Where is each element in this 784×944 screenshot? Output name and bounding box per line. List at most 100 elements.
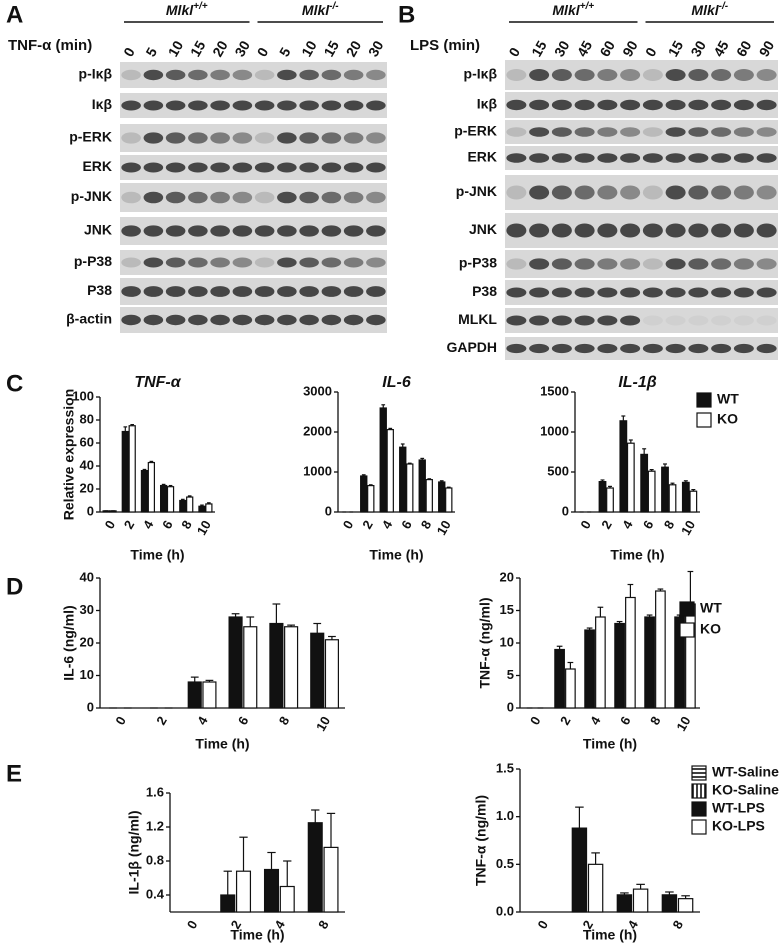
blot-band: [551, 315, 572, 326]
bar: [307, 822, 323, 913]
blot-band: [756, 223, 777, 238]
blot-band: [756, 315, 777, 326]
y-tick-label: 40: [80, 569, 94, 584]
blot-band: [711, 343, 732, 354]
blot-band: [620, 99, 641, 111]
time-label: 15: [528, 38, 550, 60]
bar: [640, 453, 649, 513]
blot-band: [506, 185, 527, 200]
blot-band: [574, 99, 595, 111]
bar: [614, 622, 625, 709]
blot-band: [733, 153, 754, 163]
blot-band: [711, 287, 732, 298]
y-tick-label: 0.5: [496, 856, 514, 871]
legend-label: KO-LPS: [712, 818, 765, 834]
blot-band: [574, 343, 595, 354]
blot-band: [254, 132, 275, 144]
time-label: 30: [365, 38, 387, 60]
bar: [438, 481, 446, 513]
blot-band: [642, 99, 663, 111]
bar: [677, 898, 694, 913]
blot-band: [299, 257, 319, 268]
blot-band: [321, 225, 342, 237]
blot-band: [642, 69, 663, 81]
blot-band: [529, 185, 550, 200]
blot-band: [366, 286, 386, 297]
blot-band: [665, 258, 686, 270]
blot-band: [551, 287, 572, 298]
blot-band: [321, 69, 342, 81]
blot-band: [143, 286, 164, 297]
blot-row-label: p-P38: [459, 255, 497, 271]
blot-band: [121, 225, 141, 237]
y-tick-label: 20: [500, 569, 514, 584]
blot-band: [210, 69, 230, 81]
blot-band: [343, 132, 364, 144]
time-label: 45: [710, 38, 732, 60]
bar: [179, 499, 187, 513]
blot-band: [143, 257, 164, 268]
blot-band: [756, 153, 777, 163]
bar: [367, 485, 375, 513]
x-tick-label: 0: [184, 918, 201, 932]
chart-title: TNF-α: [134, 374, 181, 391]
blot-band: [688, 99, 709, 111]
blot-strip: [120, 62, 387, 88]
blot-row-label: P38: [87, 282, 112, 298]
time-label: 15: [665, 38, 687, 60]
blot-band: [366, 191, 386, 204]
bar: [625, 596, 636, 709]
chart-title: IL-1β: [618, 374, 656, 391]
blot-band: [711, 69, 732, 81]
blot-band: [574, 185, 595, 200]
blot-band: [506, 69, 527, 81]
blot-band: [366, 132, 386, 144]
x-tick-label: 6: [640, 518, 657, 532]
time-label: 15: [187, 38, 209, 60]
bar: [187, 681, 202, 709]
blot-band: [733, 287, 754, 298]
blot-band: [756, 69, 777, 81]
legend-swatch: [691, 783, 707, 799]
blot-band: [597, 223, 618, 238]
blot-band: [165, 286, 186, 297]
blot-row-label: p-JNK: [456, 183, 497, 199]
legend-label: WT: [717, 391, 739, 407]
blot-band: [343, 162, 364, 173]
blot-band: [210, 225, 230, 237]
blot-band: [343, 257, 364, 268]
y-tick-label: 5: [507, 667, 514, 682]
blot-band: [299, 69, 319, 81]
blot-band: [711, 127, 732, 137]
blot-band: [321, 162, 342, 173]
x-tick-label: 8: [661, 518, 678, 532]
blot-band: [254, 257, 275, 268]
blot-band: [277, 191, 297, 204]
blot-row-label: Iκβ: [92, 96, 113, 112]
y-tick-label: 1.5: [496, 760, 514, 775]
y-tick-label: 0: [87, 699, 94, 714]
blot-band: [277, 100, 297, 111]
blot-band: [506, 223, 527, 238]
blot-band: [321, 314, 342, 326]
bar: [263, 868, 280, 913]
bar: [661, 894, 678, 913]
blot-band: [165, 100, 186, 111]
blot-band: [529, 287, 550, 298]
blot-band: [254, 191, 275, 204]
blot-band: [188, 162, 208, 173]
blot-band: [277, 314, 297, 326]
group-header: Mlkl+/+: [166, 1, 208, 18]
blot-band: [665, 343, 686, 354]
blot-band: [299, 286, 319, 297]
y-tick-label: 0.8: [146, 852, 164, 867]
panel-label: C: [6, 370, 23, 397]
bar: [689, 490, 698, 513]
time-label: 0: [120, 44, 138, 59]
blot-band: [143, 100, 164, 111]
blot-band: [277, 69, 297, 81]
blot-band: [277, 132, 297, 144]
blot-band: [254, 314, 275, 326]
blot-band: [688, 153, 709, 163]
blot-band: [711, 153, 732, 163]
